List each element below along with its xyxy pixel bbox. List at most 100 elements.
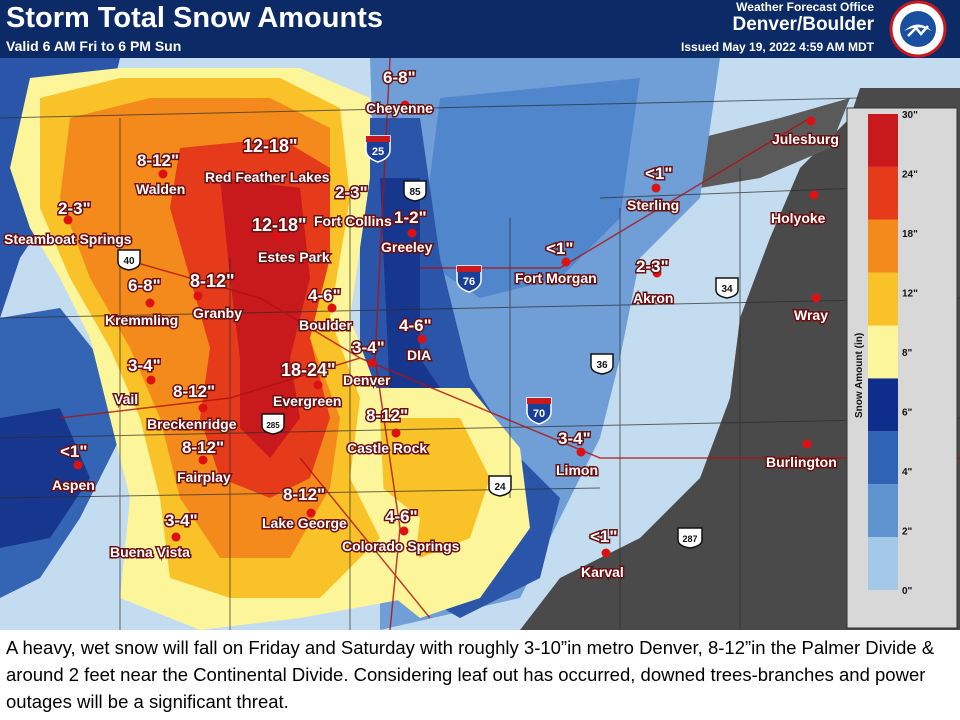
shield-number: 40	[123, 256, 135, 267]
city-label: Vail	[114, 391, 138, 407]
amount-label: 1-2"	[394, 208, 427, 227]
city-label: Estes Park	[258, 249, 330, 265]
amount-label: 8-12"	[190, 271, 235, 291]
shield-number: 285	[266, 421, 280, 430]
legend-swatch	[868, 114, 898, 167]
amount-label: 4-6"	[399, 316, 432, 335]
city-label: Sterling	[627, 197, 679, 213]
legend-tick-label: 6"	[902, 408, 913, 419]
legend-swatch	[868, 219, 898, 273]
amount-label: <1"	[590, 527, 617, 546]
issued-time: Issued May 19, 2022 4:59 AM MDT	[681, 40, 874, 54]
amount-label: 8-12"	[173, 382, 215, 401]
legend-tick-label: 12"	[902, 289, 918, 300]
amount-label: <1"	[60, 442, 87, 461]
shield-number: 36	[596, 360, 608, 371]
city-label: DIA	[407, 347, 431, 363]
amount-label: 2-3"	[58, 199, 91, 218]
amount-label: 6-8"	[383, 68, 416, 87]
legend-tick-label: 2"	[902, 527, 913, 538]
amount-label: 4-6"	[385, 507, 418, 526]
legend-swatch	[868, 537, 898, 590]
city-label: Kremmling	[105, 312, 178, 328]
city-label: Red Feather Lakes	[205, 169, 330, 185]
us-route-shield-icon: 285	[261, 413, 285, 435]
city-label: Fort Collins	[314, 213, 392, 229]
legend-swatch	[868, 378, 898, 432]
amount-label: 8-12"	[137, 151, 179, 170]
city-label: Holyoke	[771, 210, 826, 226]
legend-tick-label: 30"	[902, 110, 918, 121]
city-label: Walden	[136, 181, 185, 197]
legend-swatch	[868, 166, 898, 220]
city-labels: Cheyenne Julesburg Walden Red Feather La…	[3, 99, 841, 582]
legend-title: Snow Amount (in)	[854, 333, 865, 418]
amount-label: 2-3"	[636, 257, 669, 276]
snow-map: Snow Amount (in) 30"24"18"12"8"6"4"2"0" …	[0, 58, 960, 630]
amount-label: <1"	[645, 164, 672, 183]
city-label: Fort Morgan	[515, 270, 597, 286]
interstate-shield-icon: 25	[365, 135, 391, 163]
city-label: Steamboat Springs	[4, 231, 132, 247]
legend: Snow Amount (in) 30" 24" 18" 12" 8" 6" 4" 2" 0"	[846, 107, 958, 629]
amount-label: 6-8"	[128, 276, 161, 295]
highway-shields: 25 85 76 34 36 70 24 287	[117, 135, 739, 549]
city-label: Lake George	[262, 515, 347, 531]
city-label: Burlington	[766, 454, 837, 470]
city-label: Buena Vista	[110, 544, 190, 560]
city-label: Denver	[343, 372, 391, 388]
valid-period: Valid 6 AM Fri to 6 PM Sun	[6, 38, 182, 54]
city-label: Greeley	[381, 239, 433, 255]
us-route-shield-icon: 36	[590, 353, 614, 375]
shield-number: 34	[721, 284, 733, 295]
us-route-shield-icon: 34	[715, 277, 739, 299]
shield-number: 76	[463, 276, 475, 288]
us-route-shield-icon: 287	[677, 527, 703, 549]
interstate-shield-icon: 70	[526, 397, 552, 425]
amount-label: 12-18"	[252, 215, 307, 235]
amount-label: 4-6"	[308, 286, 341, 305]
city-label: Castle Rock	[347, 440, 427, 456]
legend-swatch	[868, 325, 898, 379]
interstate-shield-icon: 76	[456, 265, 482, 293]
city-label: Granby	[193, 305, 242, 321]
legend-tick-label: 4"	[902, 467, 913, 478]
map-title: Storm Total Snow Amounts	[6, 2, 383, 34]
legend-swatch	[868, 484, 898, 538]
us-route-shield-icon: 24	[488, 475, 512, 497]
amount-label: 3-4"	[558, 429, 591, 448]
city-label: Boulder	[299, 317, 352, 333]
city-label: Julesburg	[772, 131, 839, 147]
amount-label: 3-4"	[128, 356, 161, 375]
shield-number: 85	[409, 187, 421, 198]
city-label: Wray	[794, 307, 828, 323]
legend-swatch	[868, 272, 898, 326]
city-label: Evergreen	[273, 393, 341, 409]
amount-label: 8-12"	[182, 438, 224, 457]
amount-label: 18-24"	[281, 360, 336, 380]
amount-label: 8-12"	[366, 406, 408, 425]
us-route-shield-icon: 85	[403, 180, 427, 202]
legend-tick-label: 24"	[902, 170, 918, 181]
amount-labels: 6-8" 12-18" 8-12" 2-3" <1" 2-3" 12-18" 1…	[57, 67, 674, 548]
city-label: Colorado Springs	[342, 538, 460, 554]
shield-number: 70	[533, 408, 545, 420]
city-label: Limon	[556, 462, 598, 478]
caption-text: A heavy, wet snow will fall on Friday an…	[6, 637, 935, 712]
legend-tick-label: 0"	[902, 586, 913, 597]
city-label: Aspen	[52, 477, 95, 493]
city-label: Akron	[633, 290, 673, 306]
wfo-label: Weather Forecast Office	[736, 0, 874, 14]
city-label: Karval	[581, 564, 624, 580]
amount-label: 8-12"	[283, 485, 325, 504]
city-label: Fairplay	[177, 469, 231, 485]
legend-tick-label: 18"	[902, 229, 918, 240]
header-bar: Storm Total Snow Amounts Valid 6 AM Fri …	[0, 0, 960, 58]
legend-swatch	[868, 431, 898, 485]
office-name: Denver/Boulder	[732, 14, 874, 35]
amount-label: 2-3"	[335, 183, 368, 202]
amount-label: 3-4"	[352, 338, 385, 357]
city-label: Cheyenne	[366, 100, 433, 116]
shield-number: 287	[682, 534, 697, 544]
city-label: Breckenridge	[147, 416, 237, 432]
